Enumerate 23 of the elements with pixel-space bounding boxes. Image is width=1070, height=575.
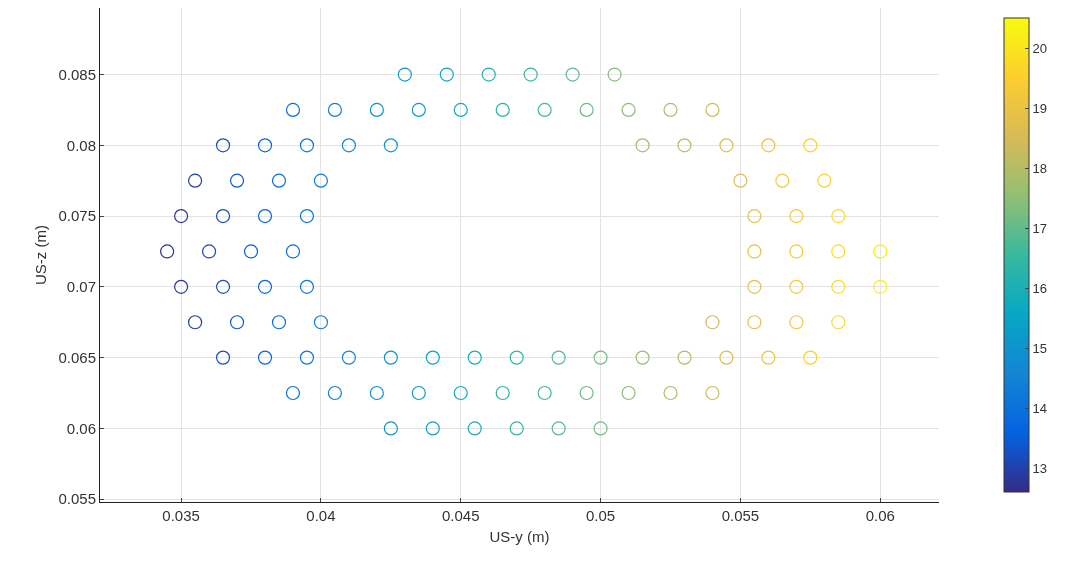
y-tick-label: 0.06 — [66, 419, 96, 437]
y-tick-label: 0.055 — [58, 490, 96, 508]
x-tick-label: 0.04 — [306, 507, 336, 524]
color-bar-label: 14 — [1032, 400, 1048, 416]
color-bar-label: 15 — [1032, 340, 1048, 356]
y-tick-label: 0.085 — [58, 65, 96, 83]
x-tick-label: 0.045 — [442, 507, 480, 524]
x-tick-label: 0.035 — [162, 507, 200, 524]
y-tick-label: 0.075 — [58, 207, 96, 225]
color-bar-label: 19 — [1032, 100, 1048, 116]
color-bar-label: 13 — [1032, 460, 1048, 476]
x-tick-label: 0.06 — [865, 507, 895, 524]
color-bar-label: 17 — [1032, 220, 1048, 236]
x-tick-label: 0.055 — [721, 507, 760, 524]
y-tick-label: 0.065 — [58, 348, 96, 366]
color-bar-label: 18 — [1032, 160, 1048, 176]
x-tick-label: 0.05 — [586, 507, 616, 524]
color-bar-label: 16 — [1032, 280, 1048, 296]
color-bar-label: 20 — [1032, 40, 1048, 56]
y-axis-title: US-z (m) — [31, 225, 49, 285]
y-tick-label: 0.07 — [66, 278, 96, 296]
y-tick-label: 0.08 — [66, 136, 96, 154]
x-axis-title: US-y (m) — [489, 528, 550, 545]
